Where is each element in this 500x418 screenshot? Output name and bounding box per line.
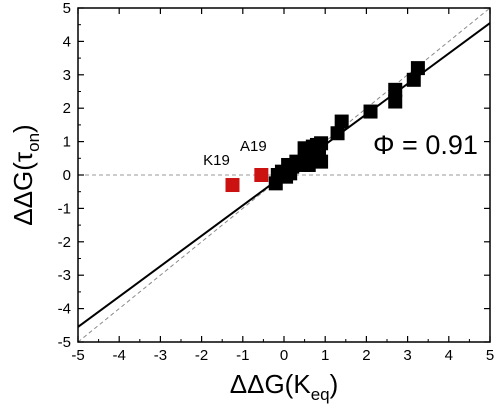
y-tick-label: -2 (58, 234, 71, 251)
x-tick-label: 1 (321, 347, 329, 364)
x-tick-label: -1 (236, 347, 249, 364)
x-tick-label: -3 (154, 347, 167, 364)
x-tick-label: -5 (71, 347, 84, 364)
y-tick-label: 3 (63, 67, 71, 84)
y-tick-label: 5 (63, 0, 71, 17)
y-tick-label: 4 (63, 33, 71, 50)
y-tick-label: -5 (58, 334, 71, 351)
x-tick-label: 3 (403, 347, 411, 364)
data-point (314, 154, 329, 169)
y-tick-label: -4 (58, 301, 71, 318)
x-axis-title: ΔΔG(Keq) (230, 369, 339, 404)
x-tick-label: 2 (362, 347, 370, 364)
y-tick-label: -1 (58, 200, 71, 217)
point-annotation: K19 (203, 152, 230, 169)
x-tick-label: 4 (445, 347, 453, 364)
x-tick-label: -2 (195, 347, 208, 364)
y-axis-title: ΔΔG(τon) (8, 124, 43, 225)
data-point (334, 114, 349, 129)
phi-value-label: Φ = 0.91 (373, 130, 478, 160)
data-point (410, 61, 425, 76)
chart-text: -5 -4 -3 -2 -1 0 1 2 3 4 5 -5 -4 -3 -2 -1 0 1 2 3 4 5 K19 A19 Φ … (8, 0, 494, 404)
x-tick-label: -4 (113, 347, 126, 364)
data-point (388, 94, 403, 109)
x-tick-label: 0 (280, 347, 288, 364)
x-tick-label: 5 (486, 347, 494, 364)
y-tick-label: 2 (63, 100, 71, 117)
data-point (406, 72, 421, 87)
data-point (314, 136, 329, 151)
y-tick-label: -3 (58, 267, 71, 284)
data-point (363, 104, 378, 119)
data-point (388, 82, 403, 97)
point-annotation: A19 (240, 138, 267, 155)
highlight-point (254, 168, 269, 182)
axis-ticks (77, 7, 491, 343)
data-points (225, 61, 425, 193)
highlight-point (225, 178, 240, 193)
y-tick-label: 1 (63, 134, 71, 151)
y-tick-label: 0 (63, 167, 71, 184)
data-point (330, 126, 345, 141)
